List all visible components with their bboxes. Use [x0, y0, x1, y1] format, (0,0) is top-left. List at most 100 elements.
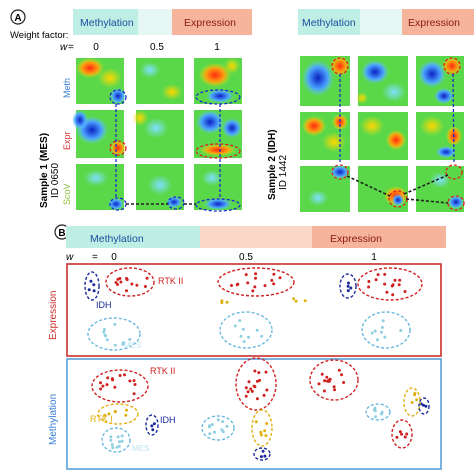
meth-rtk2-dot	[400, 432, 404, 436]
panel-b-expression-bar	[312, 226, 446, 248]
expression-scatter	[84, 267, 423, 351]
meth-rtk1-dot	[413, 393, 417, 397]
s1-tiles	[72, 58, 242, 210]
expr-w05-mes-ellipse	[219, 311, 273, 349]
sample2-title: Sample 2 (IDH)	[267, 129, 278, 200]
meth-idh-dot	[263, 454, 267, 458]
expr-idh-dot	[347, 281, 350, 285]
meth-mes-dot	[208, 425, 211, 429]
expr-mes-dot	[113, 343, 117, 347]
meth-rtk2-dot	[332, 385, 336, 389]
meth-rtk1-dot	[114, 410, 117, 413]
meth-mes-dot	[208, 432, 212, 436]
expr-mes-dot	[375, 338, 379, 342]
expr-rtk2-dot	[143, 285, 147, 288]
expression-box	[66, 263, 442, 357]
sample1-id: ID 0650	[50, 163, 61, 198]
meth-idh-dot	[424, 404, 428, 408]
panel-b-w-value-0-5: 0.5	[239, 252, 253, 263]
panel-a-s2-methylation-label: Methylation	[302, 17, 356, 29]
s1-annotations	[109, 89, 241, 212]
panel-a-expression-bar	[172, 9, 252, 35]
meth-w1-rtk2-ellipse	[309, 359, 359, 401]
meth-rtk2-dot	[265, 388, 269, 392]
meth-rtk2-dot	[333, 388, 337, 392]
meth-w1-rtk2b-ellipse	[391, 419, 413, 449]
expr-mes-dot	[233, 324, 237, 328]
panel-b-expression-label: Expression	[330, 233, 382, 245]
meth-mes-dot	[373, 406, 377, 410]
w-equals: =	[68, 42, 74, 53]
expr-w05-rtk2-ellipse	[217, 267, 295, 297]
expression-dots	[87, 272, 407, 347]
meth-rtk2-dot	[247, 380, 251, 384]
meth-idh-dot	[150, 424, 154, 428]
meth-idh-dot	[152, 422, 156, 426]
meth-rtk2-dot	[337, 368, 341, 372]
meth-rtk1-dot	[259, 433, 263, 437]
meth-mes-dot	[116, 435, 120, 439]
panel-a-s2-expression-bar	[402, 9, 474, 35]
expr-rtk2-dot	[270, 278, 274, 282]
meth-w05-rtk2-ellipse	[235, 357, 277, 411]
expr-w1-rtk2-ellipse	[357, 267, 423, 301]
panel-b-w-equals: =	[92, 252, 98, 263]
panel-b-methylation-label: Methylation	[90, 233, 144, 245]
expr-rtk2-dot	[236, 282, 240, 286]
meth-rtk2-dot	[398, 430, 402, 434]
s2-annotations	[331, 57, 465, 211]
expr-mes-dot	[260, 334, 264, 338]
meth-rtk2-dot	[133, 383, 137, 386]
expr-mes-dot	[379, 330, 383, 334]
panel-a-methylation-label: Methylation	[80, 17, 134, 29]
expr-mes-dot	[242, 340, 246, 344]
expr-rtk2-dot	[145, 276, 149, 280]
meth-rtk2-dot	[101, 384, 105, 388]
meth-rtk2-dot	[252, 384, 256, 388]
meth-mes-dot	[109, 438, 113, 442]
methylation-dots	[99, 368, 428, 459]
expr-w0-mes-ellipse	[87, 317, 141, 351]
meth-rtk2-dot	[244, 394, 248, 398]
panel-a: A Methylation Expression Methylation Exp…	[10, 9, 474, 212]
expr-rtk2-dot	[125, 289, 128, 293]
meth-rtk2-dot	[111, 378, 115, 382]
expr-mes-dot	[103, 328, 106, 331]
meth-mes-dot	[380, 412, 383, 416]
meth-rtk2-dot	[340, 373, 344, 377]
meth-mes-dot	[373, 409, 377, 413]
expr-rtk2-dot	[397, 283, 401, 287]
meth-mes-dot	[110, 443, 114, 447]
meth-mes-dot	[213, 430, 216, 434]
meth-rtk2-dot	[257, 371, 261, 375]
expr-rtk2-dot	[253, 285, 257, 289]
expr-idh-dot	[89, 279, 93, 283]
expr-idh-dot	[87, 288, 91, 292]
expr-idh-dot	[92, 283, 96, 287]
expr-rtk1-dot	[220, 301, 224, 305]
meth-rtk2-dot	[322, 389, 326, 393]
meth-rtk2-dot	[395, 435, 399, 439]
expr-mes-dot	[381, 319, 385, 323]
meth-rtk2-dot	[264, 370, 268, 374]
meth-rtk2-dot	[246, 390, 250, 394]
expr-rtk2-dot	[254, 276, 257, 280]
expr-label-idh: IDH	[96, 300, 112, 310]
sample2-id: ID 1442	[278, 155, 289, 190]
meth-idh-dot	[151, 428, 155, 432]
meth-rtk2-dot	[99, 381, 102, 385]
expr-rtk2-dot	[119, 280, 123, 284]
expr-mes-dot	[239, 334, 243, 338]
s2-tiles	[300, 56, 464, 212]
expr-mes-dot	[128, 338, 132, 341]
meth-w1-mes-ellipse	[365, 403, 391, 421]
w-value-1: 1	[214, 42, 220, 53]
meth-idh-dot	[421, 403, 425, 407]
panel-b-methylation-bar	[66, 226, 200, 248]
expr-rtk2-dot	[398, 278, 402, 282]
meth-w1-rtk1-ellipse	[403, 387, 421, 417]
w-symbol: w	[60, 42, 68, 53]
meth-mes-dot	[220, 428, 224, 432]
meth-rtk1-dot	[415, 398, 419, 402]
expr-label-mes: MES	[124, 341, 141, 350]
